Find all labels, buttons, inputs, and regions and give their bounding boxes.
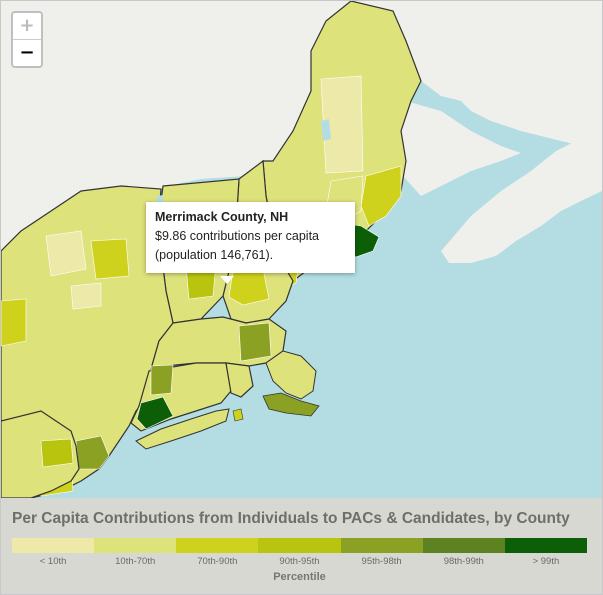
zoom-in-button[interactable]: + [19, 15, 35, 36]
county-nj-mid[interactable] [40, 438, 74, 468]
legend-swatch [176, 538, 259, 553]
county-piscataquis[interactable] [320, 75, 364, 174]
legend-swatches [12, 538, 587, 553]
county-merrimack[interactable] [228, 268, 270, 306]
choropleth-map[interactable]: + − Merrimack County, NH $9.86 contribut… [1, 1, 602, 498]
zoom-out-button[interactable]: − [19, 42, 35, 63]
pei [526, 116, 573, 131]
zoom-control: + − [11, 11, 43, 68]
state-new-jersey[interactable] [1, 410, 80, 498]
moosehead-lake [321, 119, 331, 141]
nova-scotia [441, 141, 602, 263]
legend-bin-label: < 10th [39, 556, 67, 567]
new-brunswick-coast [396, 101, 521, 196]
legend-swatch [12, 538, 95, 553]
tooltip-population: (population 146,761). [155, 248, 274, 262]
block-island[interactable] [232, 408, 244, 422]
county-ny-mid[interactable] [90, 238, 130, 280]
legend-swatch [504, 538, 587, 553]
zoom-divider [13, 39, 41, 40]
state-rhode-island[interactable] [225, 362, 254, 398]
legend-swatch [258, 538, 341, 553]
county-ny-west[interactable] [1, 298, 27, 347]
legend-bin-label: 70th-90th [197, 556, 238, 567]
county-fairfield[interactable] [136, 396, 174, 430]
legend-bin-label: > 99th [532, 556, 560, 567]
legend-swatch [94, 538, 177, 553]
long-island[interactable] [135, 408, 230, 450]
county-hamilton-ny[interactable] [45, 230, 87, 277]
county-tooltip: Merrimack County, NH $9.86 contributions… [146, 202, 355, 273]
county-middlesex-ma[interactable] [238, 322, 272, 362]
county-dukes-nantucket[interactable] [262, 392, 320, 417]
legend-swatch [422, 538, 505, 553]
legend-bin-label: 98th-99th [443, 556, 484, 567]
county-essex-ny[interactable] [70, 282, 102, 310]
legend-bin-label: 95th-98th [361, 556, 402, 567]
cape-cod[interactable] [265, 350, 317, 400]
legend-bin-label: 90th-95th [279, 556, 320, 567]
legend-bin-label: 10th-70th [115, 556, 156, 567]
legend-title: Per Capita Contributions from Individual… [12, 510, 570, 527]
county-hartford[interactable] [150, 364, 174, 396]
legend-labels: < 10th 10th-70th 70th-90th 90th-95th 95th-98… [12, 556, 587, 567]
legend-axis-label: Percentile [273, 571, 326, 583]
tooltip-contributions: $9.86 contributions per capita [155, 229, 319, 243]
legend-swatch [340, 538, 423, 553]
canada-land [1, 1, 602, 251]
tooltip-title: Merrimack County, NH [155, 210, 289, 224]
tooltip-pointer [220, 276, 234, 284]
legend-panel: Per Capita Contributions from Individual… [1, 498, 602, 594]
